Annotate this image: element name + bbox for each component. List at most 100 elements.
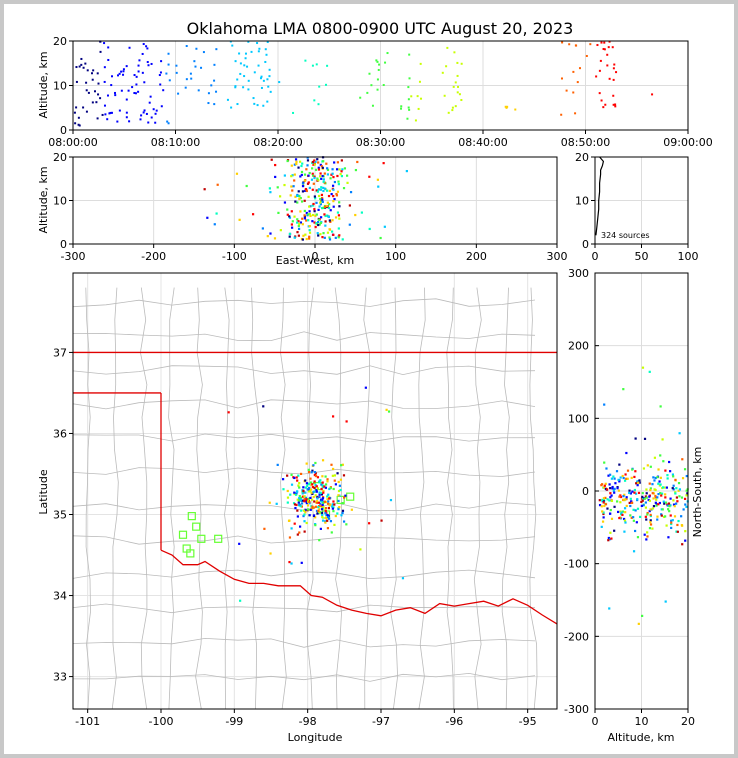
lightning-source-point [675, 496, 679, 499]
lightning-source-point [268, 68, 271, 71]
lightning-source-point [458, 93, 461, 96]
lightning-source-point [318, 510, 321, 514]
lightning-source-point [337, 489, 341, 493]
lightning-source-point [296, 218, 299, 221]
lightning-source-point [332, 205, 335, 208]
lightning-source-point [349, 191, 353, 194]
lightning-source-point [337, 480, 340, 484]
lightning-source-point [666, 474, 669, 477]
lightning-source-point [324, 214, 327, 218]
lightning-source-point [332, 175, 335, 179]
lightning-source-point [127, 89, 130, 92]
lightning-source-point [207, 92, 210, 95]
lightning-source-point [408, 108, 411, 111]
county-line [72, 331, 536, 342]
county-line [72, 603, 536, 614]
lightning-source-point [321, 497, 325, 500]
lightning-source-point [297, 224, 300, 228]
lightning-source-point [297, 474, 300, 477]
lightning-source-point [318, 223, 321, 226]
plan-view-frame [72, 272, 558, 710]
lightning-source-point [301, 223, 304, 226]
lightning-source-point [684, 539, 687, 542]
lightning-source-point [341, 238, 344, 241]
lightning-source-point [629, 497, 632, 500]
lightning-source-point [315, 63, 318, 66]
lightning-source-point [238, 218, 241, 221]
lightning-source-point [324, 508, 327, 511]
lightning-source-point [646, 511, 649, 515]
lightning-source-point [642, 504, 645, 507]
lightning-source-point [318, 539, 321, 542]
lightning-source-point [338, 168, 341, 171]
lightning-source-point [333, 523, 336, 526]
time-tick-label: 08:20:00 [253, 136, 302, 149]
lma-station-marker [197, 534, 206, 543]
lightning-source-point [324, 483, 328, 486]
lightning-source-point [312, 163, 315, 166]
lightning-source-point [311, 213, 315, 217]
lightning-source-point [320, 483, 323, 486]
lightning-source-point [678, 495, 681, 498]
lightning-source-point [662, 460, 665, 463]
time-tick-label: 08:50:00 [561, 136, 610, 149]
lightning-source-point [297, 220, 300, 223]
lightning-source-point [309, 496, 312, 500]
lightning-source-point [681, 477, 685, 480]
lightning-source-point [230, 106, 233, 109]
lightning-source-point [297, 501, 300, 504]
lightning-source-point [298, 531, 301, 534]
lightning-source-point [661, 508, 664, 511]
lightning-source-point [297, 190, 300, 193]
lightning-source-point [604, 496, 607, 500]
lightning-source-point [310, 491, 313, 494]
lightning-source-point [99, 97, 102, 100]
altitude-eastwest-panel: -300 -200 -100 0 100 200 300 0 10 20 Altitude, km… [37, 151, 568, 267]
lightning-source-point [295, 476, 298, 479]
lightning-source-point [286, 474, 289, 477]
lightning-source-point [306, 504, 310, 507]
lightning-source-point [304, 233, 307, 236]
lightning-source-point [451, 106, 454, 109]
lightning-source-point [410, 95, 413, 98]
lightning-source-point [341, 463, 344, 466]
lightning-source-point [317, 166, 320, 169]
lightning-source-point [311, 188, 314, 191]
lightning-source-point [288, 536, 292, 539]
lightning-source-point [603, 48, 606, 51]
lightning-source-point [615, 71, 618, 74]
lightning-source-point [652, 497, 655, 500]
lightning-source-point [346, 174, 349, 177]
lightning-source-point [317, 501, 321, 504]
lightning-source-point [326, 168, 330, 171]
lightning-source-point [307, 181, 310, 184]
lightning-source-point [311, 64, 314, 67]
lightning-source-point [213, 63, 216, 66]
lightning-source-point [315, 222, 318, 225]
lightning-source-point [320, 487, 323, 491]
lightning-source-point [609, 531, 612, 534]
lightning-source-point [306, 156, 309, 159]
lightning-source-point [601, 498, 604, 502]
lightning-source-point [140, 114, 143, 117]
lightning-source-point [608, 483, 611, 486]
lightning-source-point [445, 65, 448, 68]
lightning-source-point [320, 504, 323, 507]
lightning-source-point [328, 203, 331, 206]
lightning-source-point [617, 478, 620, 481]
lightning-source-point [314, 483, 317, 487]
lightning-source-point [74, 122, 77, 125]
lightning-source-point [307, 219, 310, 222]
lightning-source-point [337, 494, 340, 497]
lightning-source-point [314, 461, 317, 465]
lightning-source-point [147, 64, 150, 67]
county-line [473, 287, 482, 710]
lightning-source-point [340, 170, 343, 173]
lightning-source-point [325, 162, 328, 165]
lightning-source-point [299, 221, 303, 224]
lightning-source-point [601, 500, 604, 503]
lightning-source-point [674, 492, 677, 495]
lightning-source-point [330, 230, 334, 233]
lightning-source-point [657, 492, 660, 496]
lightning-source-point [261, 227, 264, 230]
